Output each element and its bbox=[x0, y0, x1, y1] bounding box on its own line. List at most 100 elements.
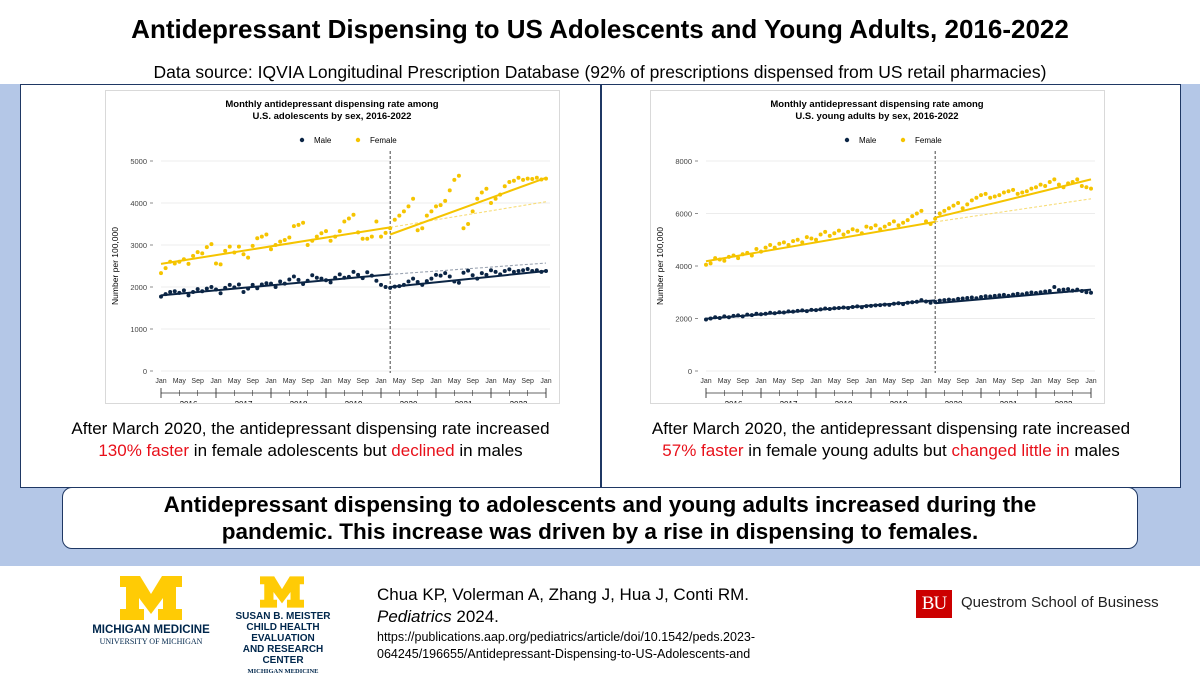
adolescents-male-counterfactual-line bbox=[390, 262, 547, 275]
adolescents-female-point bbox=[544, 176, 548, 181]
young-adults-caption-middle: in female young adults but bbox=[743, 441, 952, 460]
young-adults-male-point bbox=[969, 295, 974, 300]
young-adults-female-point bbox=[786, 243, 791, 247]
young-adults-male-point bbox=[896, 301, 901, 306]
young-adults-male-point bbox=[836, 306, 841, 310]
adolescents-male-point bbox=[516, 269, 521, 274]
adolescents-female-point bbox=[259, 234, 264, 239]
meister-line1: SUSAN B. MEISTER bbox=[235, 611, 331, 622]
young-adults-male-point bbox=[1070, 288, 1075, 293]
adolescents-legend-male-label: Male bbox=[314, 136, 332, 145]
adolescents-male-point bbox=[200, 289, 205, 294]
conclusion-line1: Antidepressant dispensing to adolescents… bbox=[163, 492, 1037, 517]
adolescents-female-point bbox=[475, 196, 480, 201]
adolescents-month-tick-label: Sep bbox=[466, 378, 479, 385]
young-adults-female-point bbox=[850, 227, 855, 232]
meister-block-m-logo bbox=[260, 576, 304, 608]
young-adults-male-point bbox=[814, 308, 818, 313]
adolescents-male-point bbox=[424, 279, 429, 284]
adolescents-female-point bbox=[346, 216, 351, 221]
adolescents-male-point bbox=[255, 286, 260, 291]
young-adults-male-point bbox=[777, 310, 782, 315]
adolescents-month-tick-label: May bbox=[393, 378, 407, 385]
adolescents-ytick-label: 5000 bbox=[130, 157, 147, 166]
adolescents-female-point bbox=[434, 204, 438, 209]
young-adults-month-tick-label: Jan bbox=[1030, 378, 1041, 385]
adolescents-male-point bbox=[204, 286, 209, 291]
young-adults-male-point bbox=[988, 294, 993, 299]
adolescents-male-point bbox=[209, 285, 214, 289]
young-adults-male-point bbox=[800, 308, 805, 313]
young-adults-year-label: 2019 bbox=[890, 400, 908, 403]
young-adults-male-point bbox=[905, 300, 910, 305]
young-adults-male-point bbox=[891, 301, 896, 306]
young-adults-year-label: 2022 bbox=[1055, 400, 1073, 403]
adolescents-male-point bbox=[456, 280, 461, 285]
young-adults-female-point bbox=[1024, 189, 1029, 194]
young-adults-male-point bbox=[1001, 292, 1006, 297]
adolescents-male-point bbox=[498, 272, 503, 277]
adolescents-male-point bbox=[232, 285, 237, 290]
adolescents-male-point bbox=[406, 279, 411, 284]
adolescents-female-point bbox=[466, 222, 471, 226]
young-adults-legend-male-label: Male bbox=[859, 136, 877, 145]
adolescents-male-point bbox=[291, 274, 296, 279]
adolescents-female-point bbox=[461, 226, 466, 231]
adolescents-male-point bbox=[360, 276, 365, 281]
adolescents-month-tick-label: Jan bbox=[430, 378, 441, 385]
young-adults-female-point bbox=[901, 220, 906, 225]
young-adults-male-point bbox=[1089, 290, 1093, 295]
young-adults-female-point bbox=[823, 229, 828, 234]
conclusion-box: Antidepressant dispensing to adolescents… bbox=[62, 487, 1138, 549]
adolescents-female-point bbox=[360, 236, 365, 241]
adolescents-male-point bbox=[319, 276, 324, 281]
adolescents-male-point bbox=[475, 276, 480, 281]
adolescents-male-point bbox=[236, 282, 241, 287]
young-adults-female-point bbox=[781, 240, 786, 245]
young-adults-ytick-label: 0 bbox=[688, 367, 692, 376]
young-adults-female-point bbox=[979, 193, 983, 198]
meister-line3: AND RESEARCH CENTER bbox=[242, 644, 324, 666]
young-adults-female-point bbox=[704, 262, 708, 267]
young-adults-female-point bbox=[937, 211, 942, 216]
adolescents-female-point bbox=[443, 198, 448, 203]
young-adults-male-point bbox=[713, 315, 718, 320]
young-adults-female-point bbox=[974, 195, 979, 200]
michigan-university-subtitle: UNIVERSITY OF MICHIGAN bbox=[99, 637, 203, 646]
adolescents-male-point bbox=[392, 284, 397, 289]
adolescents-female-point bbox=[172, 261, 177, 266]
young-adults-male-point bbox=[804, 309, 809, 314]
adolescents-male-point bbox=[246, 286, 251, 291]
young-adults-female-point bbox=[873, 223, 878, 228]
adolescents-female-point bbox=[379, 234, 383, 239]
young-adults-female-point bbox=[1089, 186, 1093, 191]
young-adults-female-point bbox=[713, 256, 718, 261]
young-adults-male-point bbox=[809, 307, 814, 312]
young-adults-month-tick-label: May bbox=[828, 378, 842, 385]
adolescents-month-tick-label: Sep bbox=[356, 378, 369, 385]
young-adults-ytick-label: 4000 bbox=[675, 262, 692, 271]
adolescents-month-tick-label: May bbox=[338, 378, 352, 385]
young-adults-male-point bbox=[1029, 290, 1034, 295]
adolescents-male-point bbox=[241, 290, 246, 295]
young-adults-female-point bbox=[914, 211, 919, 216]
adolescents-caption-line1: After March 2020, the antidepressant dis… bbox=[71, 419, 550, 438]
article-url[interactable]: https://publications.aap.org/pediatrics/… bbox=[377, 629, 847, 663]
adolescents-ytick-label: 4000 bbox=[130, 199, 147, 208]
young-adults-female-point bbox=[924, 219, 928, 224]
adolescents-male-point bbox=[484, 272, 489, 277]
adolescents-legend-male-marker bbox=[299, 137, 305, 143]
young-adults-month-tick-label: Jan bbox=[1085, 378, 1096, 385]
young-adults-month-tick-label: Jan bbox=[975, 378, 986, 385]
young-adults-male-point bbox=[1066, 287, 1071, 292]
adolescents-male-point bbox=[379, 282, 383, 287]
young-adults-female-point bbox=[1034, 185, 1038, 190]
young-adults-title-line2: U.S. young adults by sex, 2016-2022 bbox=[795, 111, 958, 122]
young-adults-male-point bbox=[882, 302, 887, 307]
adolescents-male-point bbox=[525, 266, 530, 271]
adolescents-female-point bbox=[411, 196, 416, 201]
michigan-block-m-logo bbox=[120, 576, 182, 620]
adolescents-male-point bbox=[383, 285, 388, 289]
young-adults-female-point bbox=[997, 193, 1002, 198]
young-adults-male-point bbox=[1043, 289, 1048, 294]
